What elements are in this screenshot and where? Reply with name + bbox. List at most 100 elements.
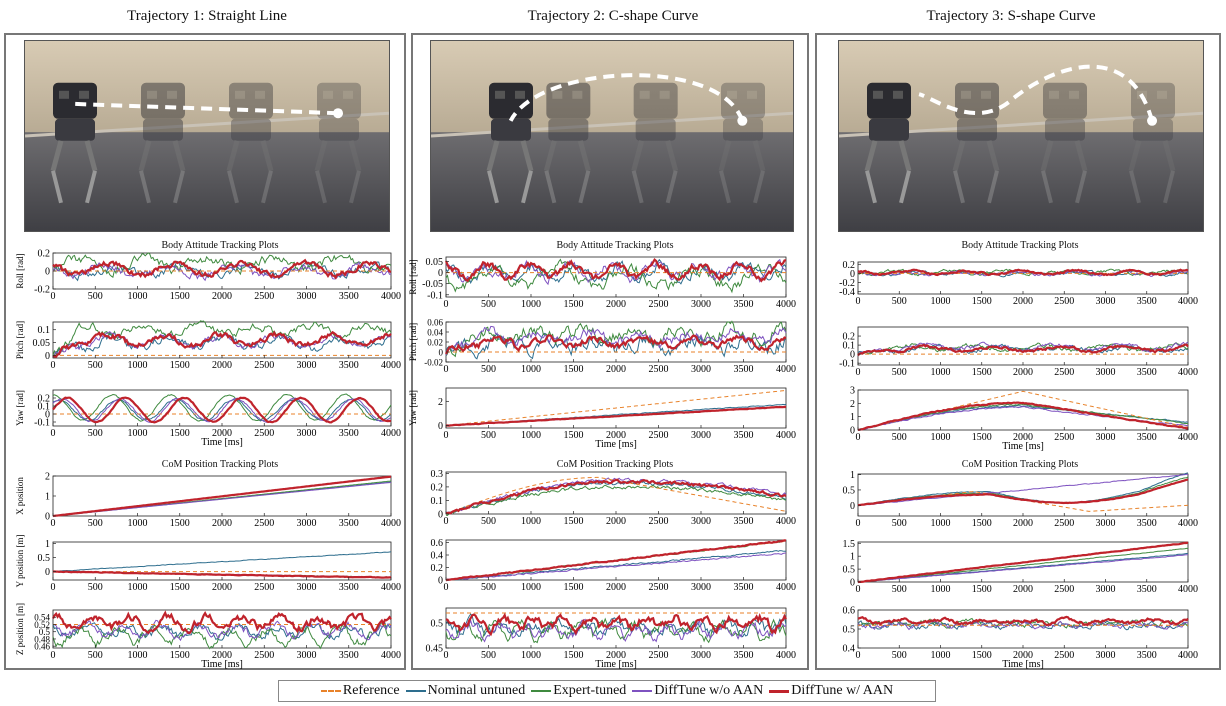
series-w_aan: [52, 610, 392, 635]
x-tick-label: 3000: [691, 430, 711, 441]
y-tick-label: -0.1: [839, 359, 855, 370]
x-tick-label: 1500: [972, 432, 992, 443]
y-tick-label: -0.1: [427, 290, 443, 301]
y-tick-label: 0.2: [843, 260, 856, 271]
y-axis-label: Z position [m]: [15, 603, 25, 655]
y-tick-label: 0.1: [843, 341, 856, 352]
y-tick-label: 0.4: [431, 551, 444, 562]
x-tick-label: 500: [892, 650, 907, 661]
x-tick-label: 4000: [381, 291, 401, 302]
series-wo_aan: [52, 619, 392, 642]
x-tick-label: 2000: [1013, 650, 1033, 661]
x-tick-label: 3500: [734, 364, 754, 375]
x-tick-label: 4000: [381, 518, 401, 529]
com-title-1: CoM Position Tracking Plots: [161, 459, 279, 470]
series-expert: [52, 623, 392, 650]
x-tick-label: 500: [88, 582, 103, 593]
series-w_aan: [445, 612, 787, 637]
y-tick-label: 2: [45, 472, 50, 483]
x-tick-label: 3500: [1137, 518, 1157, 529]
panel-trajectory-3: [815, 33, 1221, 670]
x-tick-label: 500: [892, 296, 907, 307]
legend-label-wo_aan: DiffTune w/o AAN: [654, 683, 764, 698]
legend-swatch-nominal: [405, 690, 426, 692]
x-tick-label: 3000: [297, 291, 317, 302]
y-tick-label: 0.5: [431, 619, 444, 630]
x-tick-label: 4000: [1178, 650, 1198, 661]
plot-t1-z: 0 500 1000 1500 2000 2500 3000 3500 4000 0.540.52…: [15, 603, 401, 670]
x-tick-label: 2000: [212, 582, 232, 593]
x-axis-label: Time [ms]: [595, 439, 637, 450]
legend-swatch-reference: [320, 690, 341, 692]
y-tick-label: 0.1: [431, 496, 444, 507]
x-tick-label: 1000: [521, 516, 541, 527]
y-tick-label: 1: [45, 492, 50, 503]
series-wo_aan: [445, 552, 786, 581]
series-nominal: [52, 551, 392, 573]
x-tick-label: 3500: [734, 650, 754, 661]
plot-t2-roll: 0 500 1000 1500 2000 2500 3000 3500 40000.050-0.…: [408, 256, 796, 310]
x-tick-label: 1000: [521, 430, 541, 441]
x-tick-label: 0: [856, 296, 861, 307]
y-tick-label: 0.3: [431, 469, 444, 480]
plot-frame: [857, 389, 1189, 431]
y-axis-label: Y position [m]: [15, 535, 25, 588]
series-w_aan: [857, 401, 1189, 431]
series-w_aan: [857, 478, 1189, 507]
series-wo_aan: [445, 325, 787, 356]
y-tick-label: 0.06: [427, 318, 443, 328]
series-wo_aan: [857, 473, 1189, 506]
x-tick-label: 3500: [339, 360, 359, 371]
series-nominal: [52, 621, 392, 641]
x-tick-label: 2000: [212, 291, 232, 302]
y-tick-label: -0.1: [34, 418, 50, 429]
y-tick-label: 1: [850, 412, 855, 423]
y-tick-label: 0.54: [34, 613, 50, 623]
y-tick-label: 0: [850, 350, 855, 361]
plot-t3-x: 0 500 1000 1500 2000 2500 3000 3500 4000 1 0.5 0: [843, 470, 1199, 529]
x-tick-label: 500: [481, 299, 496, 310]
y-tick-label: 0.1: [38, 402, 51, 413]
plot-t3-pitch: 0 500 1000 1500 2000 2500 3000 3500 40000.20.10-…: [839, 326, 1198, 378]
series-w_aan: [857, 541, 1189, 584]
com-title-3: CoM Position Tracking Plots: [961, 459, 1079, 470]
x-tick-label: 1500: [972, 296, 992, 307]
x-tick-label: 2500: [649, 650, 669, 661]
x-tick-label: 2500: [1054, 584, 1074, 595]
robot-photo-illustration: [839, 41, 1203, 231]
series-w_aan: [446, 478, 787, 515]
series-w_aan: [52, 475, 392, 518]
x-tick-label: 3500: [339, 428, 359, 439]
x-axis-label: Time [ms]: [201, 659, 243, 670]
attitude-title-1: Body Attitude Tracking Plots: [161, 240, 279, 251]
y-tick-label: 0.2: [843, 332, 856, 343]
x-tick-label: 3000: [691, 364, 711, 375]
panel-trajectory-1: [4, 33, 406, 670]
plot-t1-yaw: 0 500 1000 1500 2000 2500 3000 3500 40000.20.10-…: [15, 389, 401, 448]
legend-item-expert: Expert-tuned: [531, 683, 626, 699]
x-axis-label: Time [ms]: [1002, 659, 1044, 670]
x-tick-label: 3500: [734, 299, 754, 310]
series-wo_aan: [445, 618, 787, 643]
y-tick-label: 2: [850, 399, 855, 410]
robot-photo-illustration: [431, 41, 793, 231]
photo-trajectory-3: [838, 40, 1204, 232]
x-tick-label: 3000: [297, 360, 317, 371]
series-wo_aan: [857, 269, 1189, 277]
x-tick-label: 4000: [776, 299, 796, 310]
plot-frame: [445, 471, 787, 515]
x-tick-label: 1000: [128, 291, 148, 302]
y-tick-label: -0.2: [34, 285, 50, 296]
x-tick-label: 2000: [1013, 296, 1033, 307]
x-tick-label: 0: [444, 299, 449, 310]
x-tick-label: 1500: [170, 582, 190, 593]
x-tick-label: 3500: [1137, 296, 1157, 307]
x-tick-label: 1000: [128, 428, 148, 439]
x-tick-label: 500: [481, 430, 496, 441]
x-tick-label: 2500: [1054, 518, 1074, 529]
y-tick-label: -0.02: [424, 358, 443, 368]
series-w_aan: [52, 330, 392, 358]
x-tick-label: 4000: [381, 428, 401, 439]
x-tick-label: 1000: [931, 518, 951, 529]
